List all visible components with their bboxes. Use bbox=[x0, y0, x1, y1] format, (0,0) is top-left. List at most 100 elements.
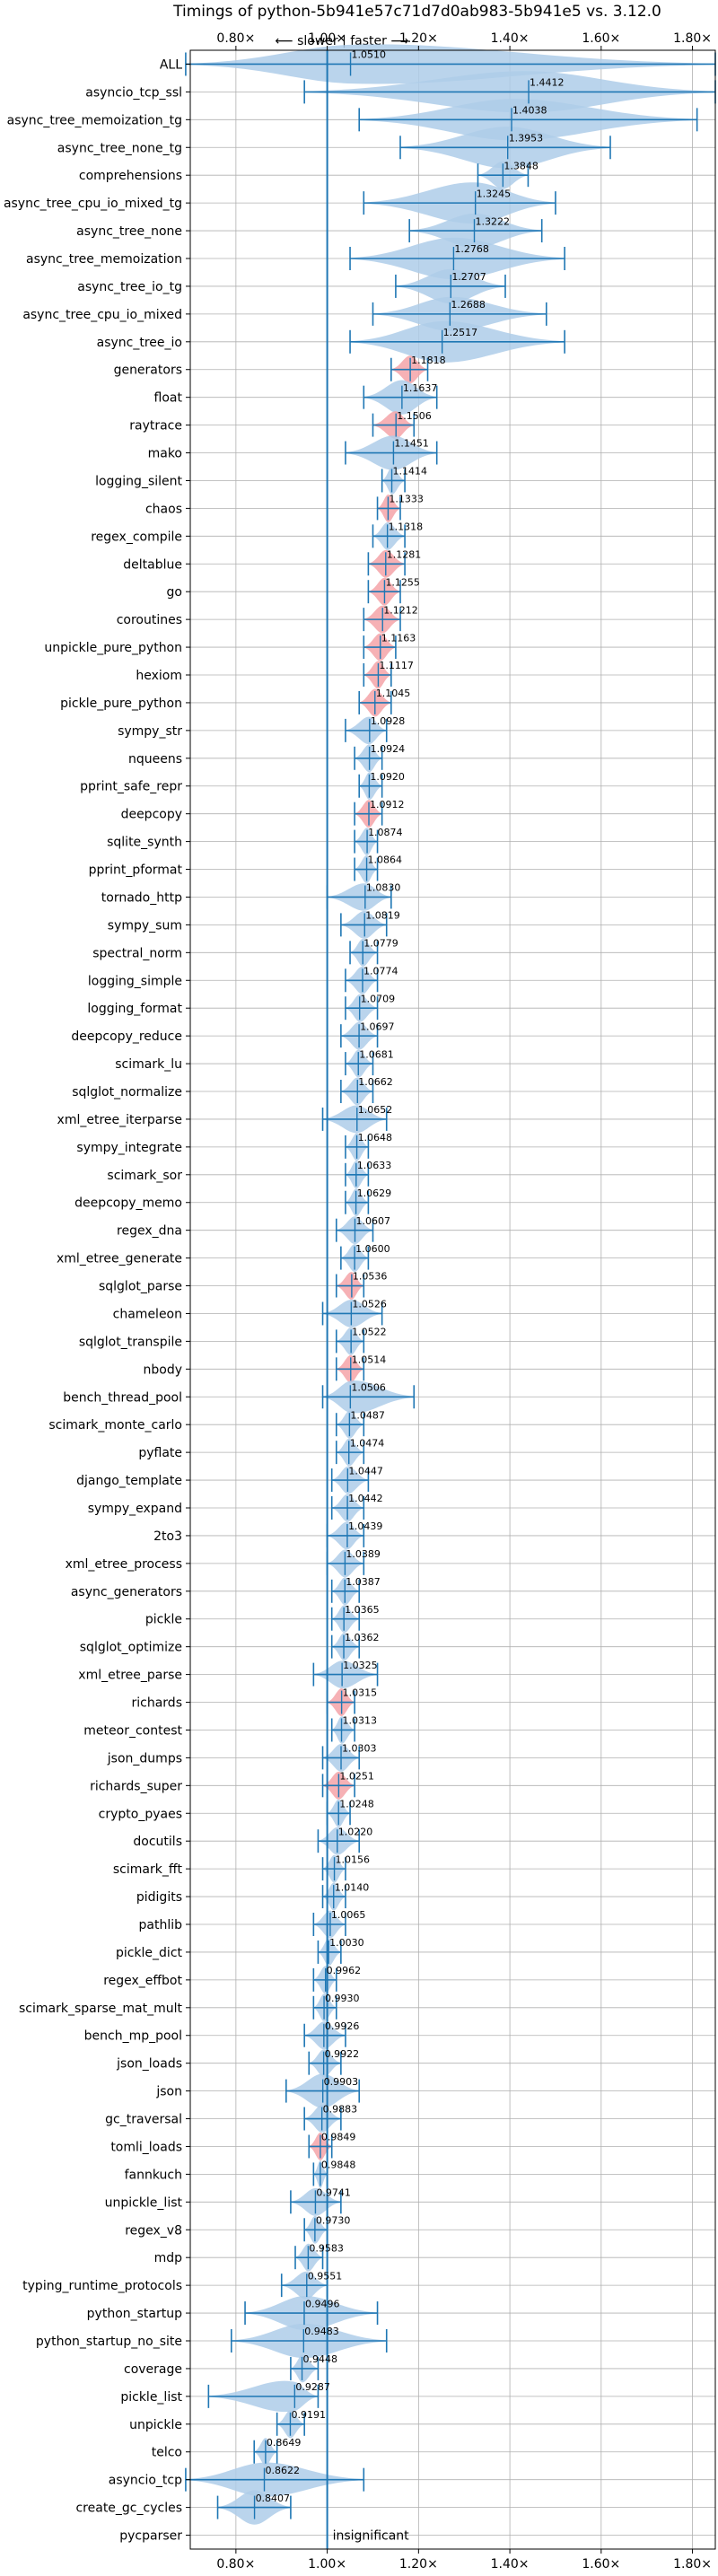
benchmark-label: async_tree_none bbox=[76, 224, 182, 239]
x-tick-label-top: 1.40× bbox=[491, 31, 530, 46]
value-label-scimark_sparse_mat_mult: 0.9930 bbox=[325, 1993, 360, 2004]
x-tick-label-bottom: 1.40× bbox=[491, 2557, 530, 2572]
benchmark-label: gc_traversal bbox=[105, 2113, 182, 2127]
value-label-coroutines: 1.1212 bbox=[383, 604, 418, 616]
benchmark-label: scimark_sparse_mat_mult bbox=[19, 2002, 182, 2016]
benchmark-label: sqlglot_parse bbox=[99, 1280, 182, 1294]
value-label-sympy_integrate: 1.0648 bbox=[358, 1132, 393, 1143]
x-tick-label-top: 1.00× bbox=[308, 31, 346, 46]
value-label-sqlglot_transpile: 1.0522 bbox=[352, 1327, 387, 1338]
value-label-sympy_sum: 1.0819 bbox=[365, 910, 400, 922]
value-label-spectral_norm: 1.0779 bbox=[363, 938, 398, 950]
benchmark-label: xml_etree_parse bbox=[78, 1669, 182, 1683]
benchmark-label: nbody bbox=[144, 1362, 183, 1377]
value-label-ALL: 1.0510 bbox=[352, 49, 387, 61]
value-label-logging_format: 1.0709 bbox=[361, 993, 396, 1004]
value-label-chaos: 1.1333 bbox=[389, 494, 424, 505]
benchmark-label: crypto_pyaes bbox=[99, 1807, 182, 1821]
benchmark-label: async_tree_cpu_io_mixed bbox=[22, 308, 182, 322]
value-label-gc_traversal: 0.9883 bbox=[323, 2104, 358, 2116]
benchmark-label: json bbox=[155, 2085, 182, 2099]
benchmark-label: asyncio_tcp_ssl bbox=[85, 85, 182, 100]
benchmark-label: async_tree_memoization bbox=[26, 252, 182, 267]
value-label-pidigits: 1.0140 bbox=[335, 1881, 370, 1893]
benchmark-label: sympy_sum bbox=[108, 918, 182, 933]
whisker-layer bbox=[185, 52, 716, 2519]
x-tick-label-bottom: 0.80× bbox=[216, 2557, 255, 2572]
value-label-sympy_str: 1.0928 bbox=[371, 715, 406, 727]
benchmark-label: mdp bbox=[154, 2251, 183, 2265]
value-label-xml_etree_generate: 1.0600 bbox=[355, 1243, 390, 1255]
value-label-bench_thread_pool: 1.0506 bbox=[351, 1381, 386, 1393]
value-label-python_startup: 0.9496 bbox=[305, 2298, 340, 2309]
value-label-json_dumps: 1.0303 bbox=[342, 1743, 377, 1755]
value-label-raytrace: 1.1506 bbox=[397, 410, 432, 422]
value-label-hexiom: 1.1117 bbox=[379, 660, 414, 671]
benchmark-label: django_template bbox=[76, 1474, 182, 1488]
benchmark-label: regex_compile bbox=[91, 530, 182, 544]
benchmark-label: scimark_monte_carlo bbox=[48, 1418, 182, 1433]
x-tick-label-top: 1.20× bbox=[399, 31, 438, 46]
value-label-async_tree_memoization: 1.2768 bbox=[454, 243, 489, 255]
benchmark-label: xml_etree_iterparse bbox=[57, 1113, 182, 1127]
value-label-pickle_dict: 1.0030 bbox=[329, 1937, 364, 1949]
benchmark-label: deepcopy bbox=[121, 808, 182, 822]
value-label-meteor_contest: 1.0313 bbox=[343, 1715, 378, 1727]
value-label-pathlib: 1.0065 bbox=[331, 1909, 366, 1921]
benchmark-label: async_tree_none_tg bbox=[57, 141, 182, 155]
value-label-asyncio_tcp: 0.8622 bbox=[266, 2465, 301, 2476]
value-label-sympy_expand: 1.0442 bbox=[348, 1493, 383, 1504]
value-label-2to3: 1.0439 bbox=[348, 1520, 383, 1532]
benchmark-label: pickle_dict bbox=[116, 1946, 183, 1960]
value-label-async_tree_cpu_io_mixed: 1.2688 bbox=[451, 299, 485, 311]
value-label-pickle_list: 0.9287 bbox=[295, 2381, 330, 2393]
value-label-float: 1.1637 bbox=[403, 382, 438, 394]
benchmark-label: sympy_expand bbox=[88, 1502, 182, 1516]
benchmark-label: fannkuch bbox=[125, 2168, 182, 2182]
benchmark-label: pprint_pformat bbox=[89, 863, 183, 878]
benchmark-label: mako bbox=[148, 447, 182, 461]
benchmark-label: pprint_safe_repr bbox=[80, 780, 182, 794]
benchmark-label: json_loads bbox=[116, 2057, 182, 2072]
benchmark-label: meteor_contest bbox=[83, 1723, 182, 1738]
benchmark-label: asyncio_tcp bbox=[109, 2474, 182, 2488]
benchmark-label: chaos bbox=[145, 502, 182, 516]
value-label-pyflate: 1.0474 bbox=[350, 1437, 385, 1449]
benchmark-label: regex_dna bbox=[117, 1224, 182, 1239]
x-tick-label-top: 1.80× bbox=[673, 31, 712, 46]
benchmark-label: nqueens bbox=[128, 752, 182, 767]
label-layer: 1.0510 1.4412 1.4038 1.3953 1.3848 1.3245 1.32… bbox=[256, 49, 565, 2544]
value-label-logging_simple: 1.0774 bbox=[363, 965, 398, 977]
benchmark-label: sqlglot_normalize bbox=[72, 1085, 182, 1100]
benchmark-label: scimark_fft bbox=[113, 1862, 183, 1877]
value-label-regex_dna: 1.0607 bbox=[355, 1215, 390, 1227]
value-label-deltablue: 1.1281 bbox=[387, 548, 422, 560]
benchmark-label: deepcopy_memo bbox=[74, 1196, 182, 1211]
value-label-mdp: 0.9583 bbox=[309, 2242, 344, 2254]
benchmark-label: unpickle_pure_python bbox=[44, 641, 182, 655]
value-label-generators: 1.1818 bbox=[411, 355, 446, 366]
benchmark-label: pidigits bbox=[136, 1890, 182, 1905]
value-label-unpickle: 0.9191 bbox=[291, 2409, 326, 2421]
value-label-async_generators: 1.0387 bbox=[346, 1576, 381, 1588]
benchmark-label: bench_thread_pool bbox=[63, 1390, 182, 1405]
value-label-async_tree_none: 1.3222 bbox=[476, 215, 511, 227]
benchmark-label: python_startup_no_site bbox=[36, 2335, 182, 2349]
value-label-xml_etree_process: 1.0389 bbox=[346, 1548, 381, 1560]
value-label-unpickle_pure_python: 1.1163 bbox=[381, 632, 416, 644]
benchmark-label: pickle_list bbox=[120, 2390, 182, 2405]
benchmark-label: logging_silent bbox=[95, 474, 182, 488]
value-label-scimark_sor: 1.0633 bbox=[357, 1160, 392, 1171]
benchmark-label: xml_etree_generate bbox=[57, 1252, 182, 1266]
benchmark-label: async_generators bbox=[71, 1585, 182, 1599]
x-tick-label-bottom: 1.20× bbox=[399, 2557, 438, 2572]
benchmark-label: comprehensions bbox=[79, 169, 182, 183]
benchmark-label: scimark_sor bbox=[107, 1169, 182, 1183]
benchmark-label: richards bbox=[132, 1696, 183, 1711]
benchmark-label: regex_effbot bbox=[103, 1974, 182, 1988]
x-tick-label-top: 1.60× bbox=[582, 31, 620, 46]
benchmark-label: pycparser bbox=[119, 2529, 182, 2544]
value-label-typing_runtime_protocols: 0.9551 bbox=[308, 2270, 343, 2282]
benchmark-label: 2to3 bbox=[153, 1529, 182, 1544]
